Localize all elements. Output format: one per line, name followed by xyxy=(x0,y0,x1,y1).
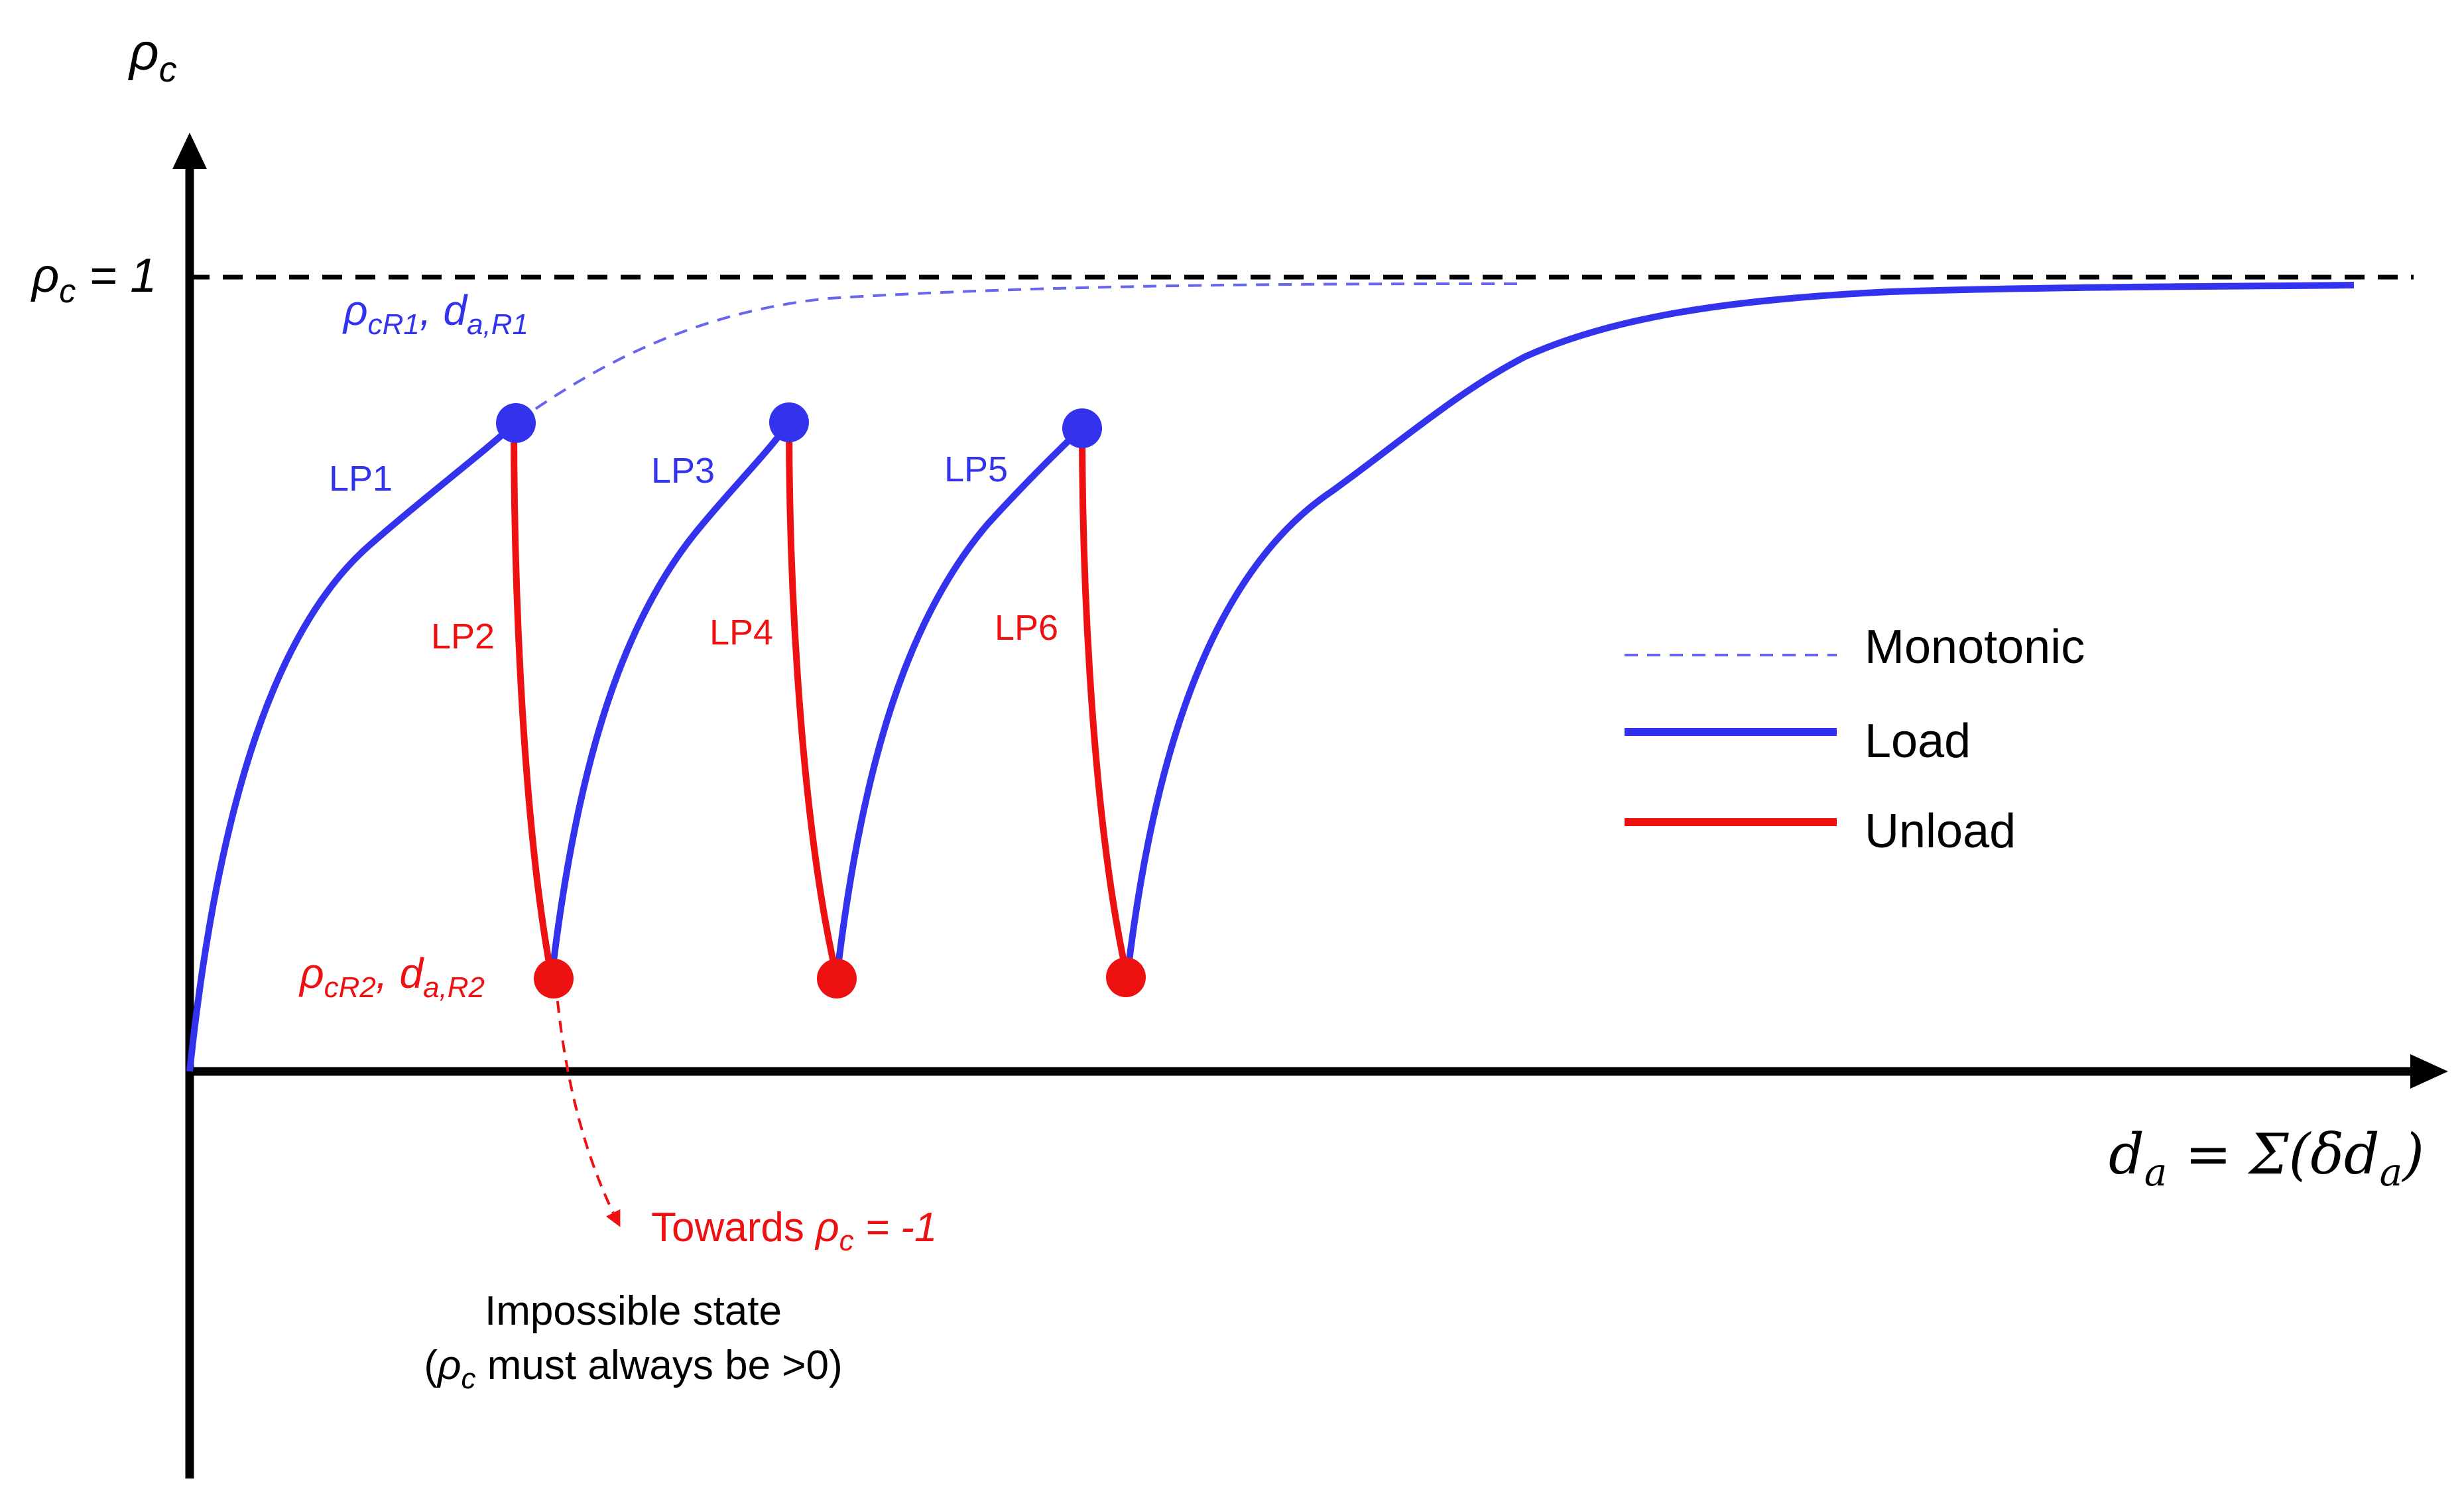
impossible-state-line1: Impossible state xyxy=(485,1288,782,1334)
unload-curves xyxy=(511,421,1131,979)
legend-unload-label: Unload xyxy=(1865,805,2016,858)
segment-label-lp6: LP6 xyxy=(995,608,1058,648)
segment-label-lp3: LP3 xyxy=(651,451,715,491)
x-axis-arrowhead xyxy=(2410,1054,2448,1089)
unload-curve-lp6 xyxy=(1079,427,1131,979)
towards-arrow xyxy=(554,981,621,1227)
load-curve-final xyxy=(1124,282,2355,978)
rho-one-label: ρc = 1 xyxy=(31,249,156,310)
legend-monotonic-label: Monotonic xyxy=(1865,621,2085,674)
impossible-state-line2: (ρc must always be >0) xyxy=(424,1343,842,1395)
reversal-1-label: ρcR1, da,R1 xyxy=(342,286,528,341)
reversal-point-lp4 xyxy=(817,959,857,998)
segment-label-lp5: LP5 xyxy=(944,450,1008,489)
legend-load-label: Load xyxy=(1865,715,1971,768)
y-axis xyxy=(172,133,207,1479)
load-curve-lp1 xyxy=(186,419,520,1072)
reversal-point-lp6 xyxy=(1106,957,1146,997)
segment-label-lp4: LP4 xyxy=(709,613,773,652)
segment-label-lp1: LP1 xyxy=(329,459,393,499)
load-curves xyxy=(186,282,2355,1072)
segment-label-lp2: LP2 xyxy=(431,617,495,656)
load-curve-lp3 xyxy=(548,420,792,978)
x-axis xyxy=(186,1054,2448,1089)
reversal-point-lp3 xyxy=(769,402,809,442)
legend: Monotonic Load Unload xyxy=(1625,621,2085,858)
reversal-2-label: ρcR2, da,R2 xyxy=(298,949,485,1004)
reversal-point-lp2 xyxy=(534,959,574,998)
x-axis-label: da = Σ(δda) xyxy=(2109,1122,2424,1195)
unload-curve-lp4 xyxy=(786,422,840,979)
reversal-point-lp5 xyxy=(1062,408,1102,448)
y-axis-label: ρc xyxy=(128,23,177,90)
reversal-points xyxy=(496,402,1146,998)
towards-label: Towards ρc = -1 xyxy=(651,1205,937,1257)
y-axis-arrowhead xyxy=(172,133,207,169)
unload-curve-lp2 xyxy=(511,421,555,978)
load-curve-lp5 xyxy=(833,425,1085,978)
reversal-point-lp1 xyxy=(496,403,536,443)
monotonic-curve xyxy=(516,282,1519,423)
